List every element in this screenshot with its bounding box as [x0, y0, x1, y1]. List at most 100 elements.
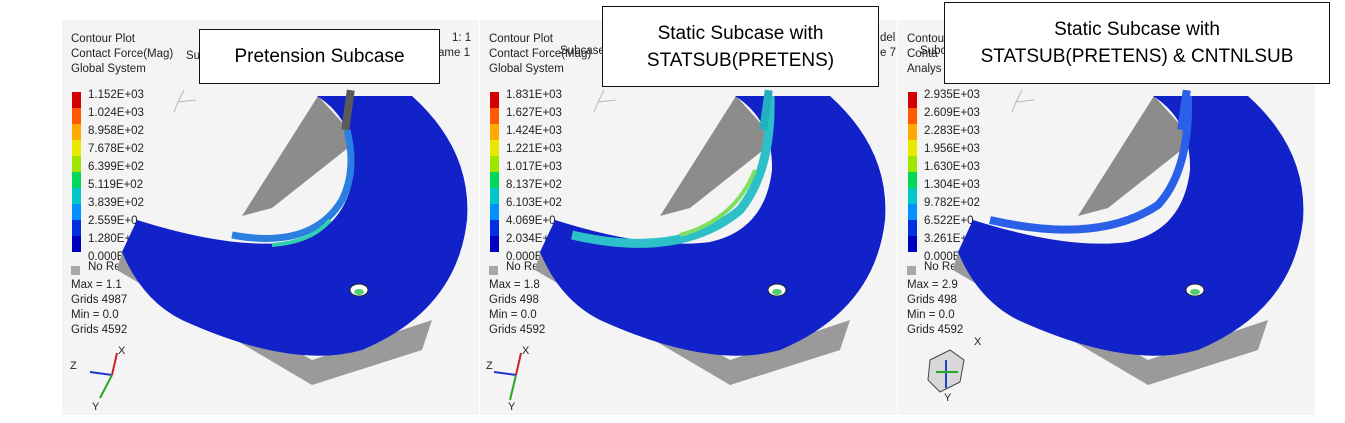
legend-tick-label: 3.261E+0: [924, 233, 974, 245]
legend-swatch: [72, 140, 81, 156]
callout-line: STATSUB(PRETENS): [646, 49, 835, 71]
contact-region: [570, 95, 775, 248]
legend-tick-label: 6.399E+02: [88, 161, 144, 173]
axis-y-label: Y: [944, 392, 952, 404]
axis-x-label: X: [118, 345, 126, 357]
bolt-ring: [1177, 89, 1191, 131]
bolt-ring: [341, 89, 355, 131]
legend-tick-label: 1.630E+03: [924, 161, 980, 173]
max-label: Max = 1.8: [489, 279, 540, 291]
legend-tick-label: 2.283E+03: [924, 125, 980, 137]
axis-y-label: Y: [92, 401, 100, 413]
legend-swatch: [908, 220, 917, 236]
callout-static-subcase: Static Subcase with STATSUB(PRETENS): [602, 6, 879, 87]
fe-model-view[interactable]: [62, 20, 479, 415]
min-grid-label: Grids 4592: [71, 324, 128, 336]
legend-swatch: [490, 108, 499, 124]
result-stats: Max = 1.1 Grids 4987 Min = 0.0 Grids 459…: [71, 278, 127, 338]
fe-model-view[interactable]: [480, 20, 897, 415]
fe-model-view[interactable]: [898, 20, 1315, 415]
legend-swatch: [908, 124, 917, 140]
contact-hotspot: [271, 218, 332, 247]
callout-line: Static Subcase with: [1054, 19, 1220, 40]
legend-swatch: [72, 188, 81, 204]
legend-tick-label: 1.831E+03: [506, 89, 562, 101]
bolt-ring: [759, 89, 773, 131]
no-result-swatch: [489, 266, 498, 275]
axis-x-label: X: [974, 336, 982, 348]
result-type-label: Contact Force(Mag): [489, 48, 592, 60]
legend-ticks: 2.935E+03 2.609E+03 2.283E+03 1.956E+03 1.63…: [924, 86, 980, 266]
legend-swatch: [908, 156, 917, 172]
legend-swatch: [490, 172, 499, 188]
axis-z-label: Z: [486, 360, 493, 372]
legend-tick-label: 1.017E+03: [506, 161, 562, 173]
min-grid-label: Grids 4592: [907, 324, 964, 336]
legend-tick-label: 1.280E+0: [88, 233, 138, 245]
subcase-label-fragment: Subcase: [560, 45, 605, 57]
legend-tick-label: 1.627E+03: [506, 107, 562, 119]
legend-color-bar: [908, 92, 917, 252]
legend-color-bar: [72, 92, 81, 252]
max-label: Max = 1.1: [71, 279, 122, 291]
subcase-label-fragment: Subc: [920, 45, 947, 57]
legend-swatch: [490, 236, 499, 252]
viewport-panel-1[interactable]: Contour Plot Contact Force(Mag) Global S…: [62, 20, 479, 415]
model-top-surface: [540, 96, 886, 356]
legend-tick-label: 8.958E+02: [88, 125, 144, 137]
legend-swatch: [908, 140, 917, 156]
legend-ticks: 1.831E+03 1.627E+03 1.424E+03 1.221E+03 1.01…: [506, 86, 562, 266]
system-label: Global System: [489, 63, 564, 75]
min-label: Min = 0.0: [71, 309, 119, 321]
legend-swatch: [490, 188, 499, 204]
view-cube-icon[interactable]: [927, 349, 965, 393]
result-stats: Max = 1.8 Grids 498 Min = 0.0 Grids 4592: [489, 278, 545, 338]
legend-swatch: [490, 156, 499, 172]
system-label: Analys: [907, 63, 942, 75]
max-grid-label: Grids 498: [907, 294, 957, 306]
legend-tick-label: 3.839E+02: [88, 197, 144, 209]
bolt-hole-contact: [354, 289, 364, 295]
legend-tick-label: 1.024E+03: [88, 107, 144, 119]
max-grid-label: Grids 4987: [71, 294, 128, 306]
plot-type-label: Contour Plot: [71, 33, 135, 45]
legend-header: Contou Conta Analys: [907, 32, 944, 77]
model-top-surface: [122, 96, 468, 356]
max-grid-label: Grids 498: [489, 294, 539, 306]
no-result-swatch: [71, 266, 80, 275]
model-side-wall: [242, 96, 358, 216]
viewport-panel-3[interactable]: Contou Conta Analys Subc 2.935E+03 2.609E…: [898, 20, 1315, 415]
legend-tick-label: 2.935E+03: [924, 89, 980, 101]
plot-type-label: Contou: [907, 33, 945, 45]
min-grid-label: Grids 4592: [489, 324, 546, 336]
view-orientation-icon: [1011, 89, 1035, 113]
legend-tick-label: 1.424E+03: [506, 125, 562, 137]
axis-x-label: X: [522, 345, 530, 357]
axis-triad: [89, 352, 118, 399]
plot-type-label: Contour Plot: [489, 33, 553, 45]
legend-swatch: [72, 124, 81, 140]
contact-region: [231, 129, 355, 242]
model-side-wall: [1078, 96, 1194, 216]
system-label: Global System: [71, 63, 146, 75]
legend-tick-label: 1.304E+03: [924, 179, 980, 191]
axis-triad: [493, 352, 522, 401]
legend-tick-label: 8.137E+02: [506, 179, 562, 191]
legend-tick-label: 5.119E+02: [88, 179, 144, 191]
contact-region: [989, 95, 1193, 234]
legend-swatch: [490, 124, 499, 140]
legend-swatch: [72, 156, 81, 172]
legend-tick-label: 2.559E+0: [88, 215, 138, 227]
legend-tick-label: 2.609E+03: [924, 107, 980, 119]
model-side-wall: [660, 96, 776, 216]
callout-static-subcase-cntnlsub: Static Subcase with STATSUB(PRETENS) & C…: [944, 2, 1330, 84]
legend-swatch: [72, 92, 81, 108]
subcase-label-fragment: Su: [186, 50, 201, 62]
legend-tick-label: 9.782E+02: [924, 197, 980, 209]
callout-pretension-subcase: Pretension Subcase: [199, 29, 440, 84]
legend-tick-label: 1.221E+03: [506, 143, 562, 155]
result-stats: Max = 2.9 Grids 498 Min = 0.0 Grids 4592: [907, 278, 963, 338]
legend-swatch: [908, 92, 917, 108]
callout-line: Static Subcase with: [657, 22, 824, 44]
legend-swatch: [72, 108, 81, 124]
